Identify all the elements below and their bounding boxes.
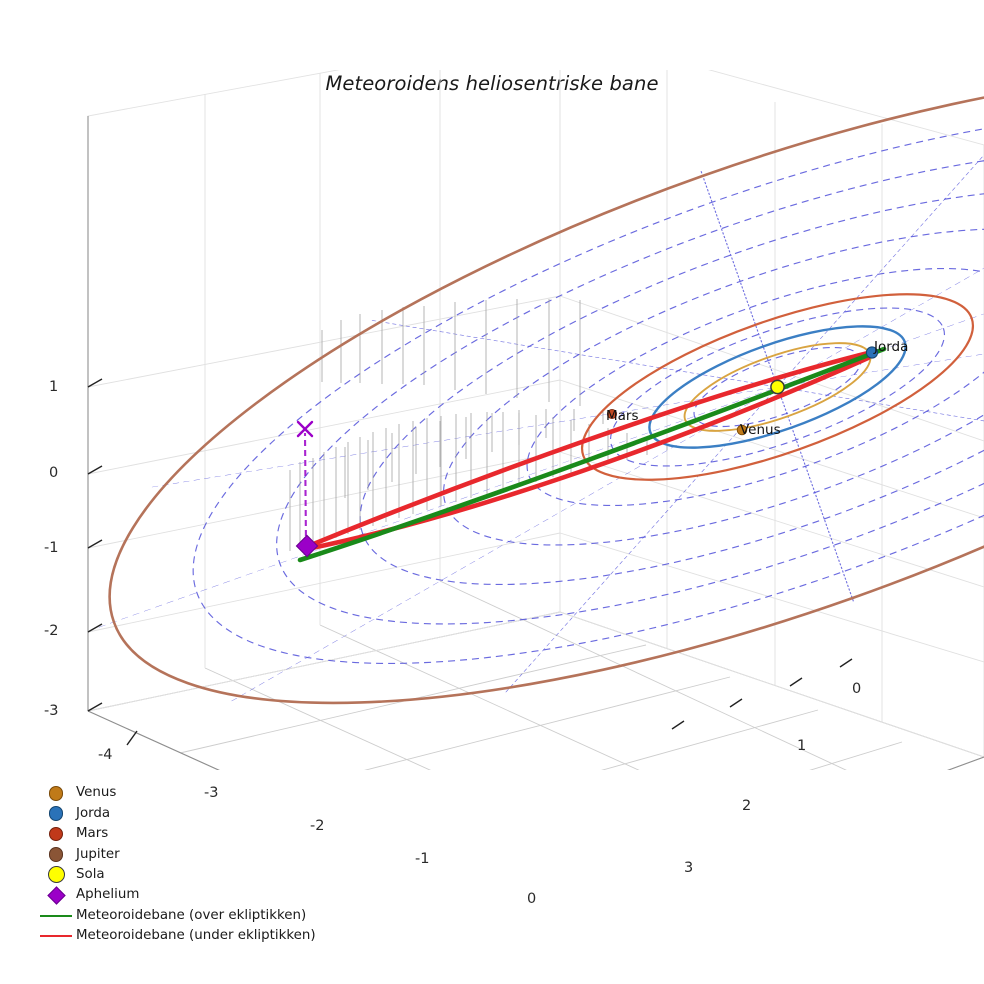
legend-label-sola: Sola xyxy=(76,867,105,883)
y-tick-0: 0 xyxy=(852,681,862,697)
x-tick-3: -1 xyxy=(415,851,430,867)
legend-item-venus[interactable]: Venus xyxy=(36,783,336,803)
label-mars: Mars xyxy=(606,408,639,424)
z-tick-1: 0 xyxy=(49,465,59,481)
marker-mars[interactable] xyxy=(606,408,618,420)
page-title: Meteoroidens heliosentriske bane xyxy=(325,72,659,95)
y-tick-1: 1 xyxy=(797,738,807,754)
axis-ticks xyxy=(87,378,853,746)
z-tick-2: -1 xyxy=(44,540,59,556)
marker-sola[interactable] xyxy=(770,379,785,395)
aphelium-projection-line xyxy=(303,432,308,547)
legend-label-venus: Venus xyxy=(76,785,117,801)
orbit-mars xyxy=(580,293,975,481)
axis-spines xyxy=(87,116,984,770)
legend-item-orbit-over[interactable]: Meteoroidebane (over ekliptikken) xyxy=(36,905,336,925)
sola-marker-icon xyxy=(36,865,76,885)
venus-marker-icon xyxy=(36,783,76,803)
z-tick-3: -2 xyxy=(44,623,59,639)
legend-item-orbit-under[interactable]: Meteoroidebane (under ekliptikken) xyxy=(36,926,336,946)
x-tick-4: 0 xyxy=(527,891,537,907)
x-tick-0: -4 xyxy=(98,747,113,763)
back-wall-grid xyxy=(559,70,984,758)
y-tick-2: 2 xyxy=(742,798,752,814)
legend-item-jorda[interactable]: Jorda xyxy=(36,803,336,823)
z-tick-0: 1 xyxy=(49,379,59,395)
aphelium-marker-icon xyxy=(36,885,76,905)
meteoroid-orbit-over-ecliptic xyxy=(297,346,887,563)
jorda-marker-icon xyxy=(36,804,76,824)
legend-label-aphelium: Aphelium xyxy=(76,887,140,903)
legend-item-mars[interactable]: Mars xyxy=(36,824,336,844)
legend-item-jupiter[interactable]: Jupiter xyxy=(36,844,336,864)
label-jorda: Jorda xyxy=(874,339,909,355)
mars-marker-icon xyxy=(36,824,76,844)
y-tick-3: 3 xyxy=(684,860,694,876)
orbit-jorda xyxy=(648,325,907,449)
legend-label-jupiter: Jupiter xyxy=(76,846,120,862)
legend-label-orbit-over: Meteoroidebane (over ekliptikken) xyxy=(76,907,307,923)
jupiter-marker-icon xyxy=(36,844,76,864)
aphelium-projection-marker xyxy=(296,420,314,438)
legend-label-orbit-under: Meteoroidebane (under ekliptikken) xyxy=(76,928,316,944)
x-tick-1: -3 xyxy=(204,785,219,801)
legend: Venus Jorda Mars Jupiter Sola xyxy=(36,783,336,946)
legend-label-mars: Mars xyxy=(76,826,109,842)
z-tick-4: -3 xyxy=(44,703,59,719)
marker-aphelium[interactable] xyxy=(295,534,319,558)
legend-item-sola[interactable]: Sola xyxy=(36,865,336,885)
marker-venus[interactable] xyxy=(736,424,748,436)
legend-label-jorda: Jorda xyxy=(76,805,111,821)
left-wall-grid xyxy=(87,70,561,712)
x-tick-2: -2 xyxy=(310,818,325,834)
legend-item-aphelium[interactable]: Aphelium xyxy=(36,885,336,905)
orbit-jupiter xyxy=(108,70,984,705)
orbit-under-line-icon xyxy=(36,926,76,946)
orbit-over-line-icon xyxy=(36,906,76,926)
label-venus: Venus xyxy=(740,422,781,438)
marker-jorda[interactable] xyxy=(865,346,879,359)
